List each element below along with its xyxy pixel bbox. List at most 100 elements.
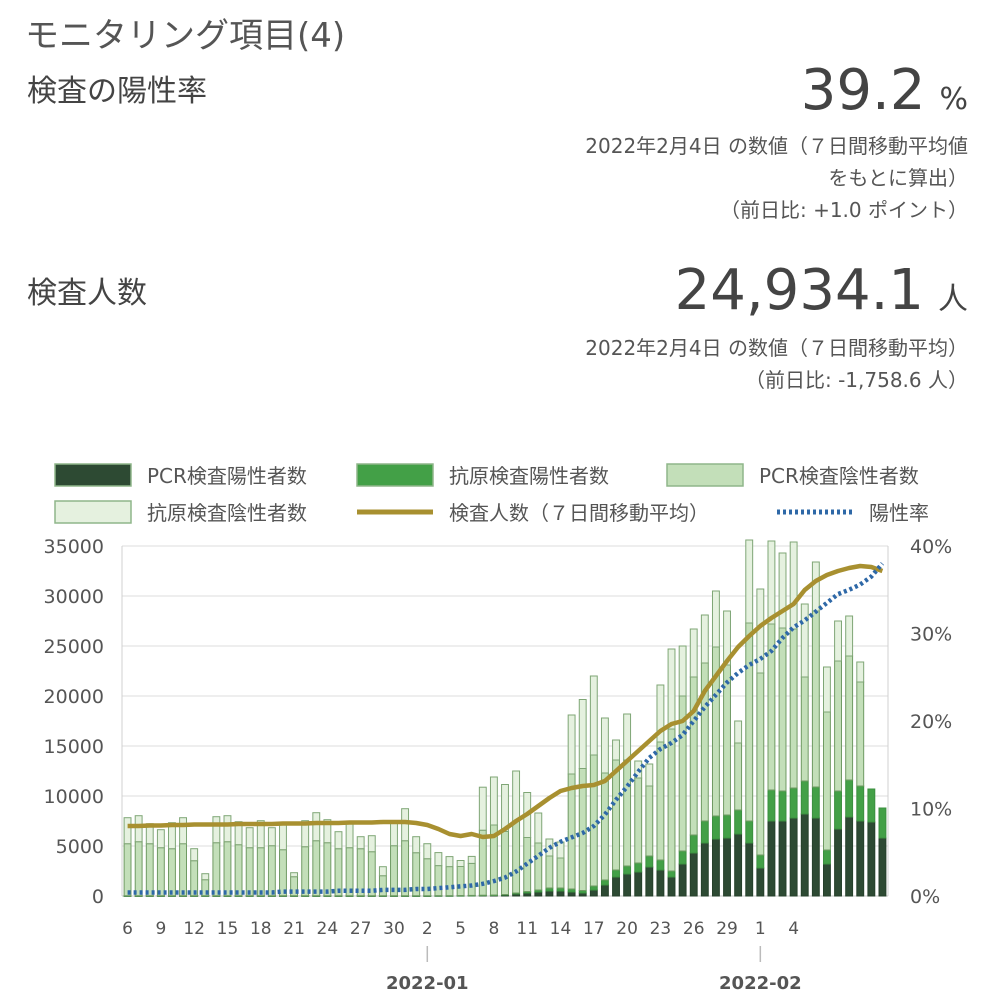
bar-segment bbox=[800, 780, 809, 815]
bar-segment bbox=[745, 622, 754, 822]
bar-segment bbox=[212, 842, 221, 897]
bar-segment bbox=[323, 842, 332, 897]
y-left-tick-label: 10000 bbox=[44, 786, 104, 808]
bar-segment bbox=[745, 842, 754, 897]
bar-segment bbox=[567, 891, 576, 897]
y-left-tick-label: 15000 bbox=[44, 736, 104, 758]
bar-segment bbox=[656, 859, 665, 871]
legend-item[interactable]: PCR検査陰性者数 bbox=[666, 463, 919, 488]
tests-note-line: （前日比: -1,758.6 人） bbox=[744, 368, 968, 392]
x-tick-label: 6 bbox=[122, 919, 133, 939]
bar-segment bbox=[811, 561, 820, 612]
bar-segment bbox=[734, 720, 743, 744]
bar-segment bbox=[823, 666, 831, 713]
bar-segment bbox=[478, 786, 487, 831]
bar-segment bbox=[378, 875, 387, 897]
bar-segment bbox=[545, 890, 554, 897]
bar-segment bbox=[811, 786, 820, 819]
positivity-note-line: 2022年2月4日 の数値（７日間移動平均値 bbox=[585, 134, 968, 158]
legend-item[interactable]: 検査人数（７日間移動平均） bbox=[357, 501, 709, 525]
bar-segment bbox=[667, 728, 676, 872]
bar-segment bbox=[789, 817, 798, 897]
x-tick-label: 21 bbox=[283, 919, 305, 939]
legend-item[interactable]: 陽性率 bbox=[777, 501, 929, 525]
bar-segment bbox=[689, 628, 698, 678]
bar-segment bbox=[856, 661, 865, 683]
tests-note: 2022年2月4日 の数値（７日間移動平均） （前日比: -1,758.6 人） bbox=[585, 332, 968, 396]
bar-segment bbox=[367, 835, 376, 853]
bar-segment bbox=[711, 838, 720, 897]
bar-segment bbox=[700, 820, 709, 844]
bar-segment bbox=[811, 817, 820, 897]
bar-segment bbox=[767, 540, 776, 625]
x-tick-label: 12 bbox=[183, 919, 205, 939]
page-title: モニタリング項目(4) bbox=[25, 16, 346, 56]
bar-segment bbox=[434, 852, 443, 867]
bar-segment bbox=[223, 815, 232, 843]
bar-segment bbox=[378, 866, 387, 877]
x-tick-label: 2 bbox=[422, 919, 433, 939]
bar-segment bbox=[656, 741, 665, 861]
bar-segment bbox=[878, 807, 887, 839]
legend-label: 検査人数（７日間移動平均） bbox=[449, 501, 709, 525]
bar-segment bbox=[312, 840, 321, 897]
bar-segment bbox=[201, 873, 210, 881]
bar-segment bbox=[623, 759, 632, 867]
bar-segment bbox=[290, 872, 299, 878]
bar-segment bbox=[456, 860, 465, 867]
bar-segment bbox=[834, 828, 842, 897]
legend-swatch bbox=[54, 500, 132, 524]
bar-segment bbox=[623, 873, 632, 897]
bar-segment bbox=[501, 784, 509, 832]
bar-segment bbox=[645, 763, 654, 787]
bar-segment bbox=[512, 820, 521, 894]
bar-segment bbox=[545, 855, 554, 889]
x-tick-label: 23 bbox=[650, 919, 672, 939]
bar-segment bbox=[423, 843, 432, 860]
bar-segment bbox=[279, 849, 287, 897]
legend-swatch bbox=[666, 463, 744, 487]
y-right-tick-label: 20% bbox=[910, 711, 952, 733]
bar-segment bbox=[867, 788, 876, 823]
bar-segment bbox=[301, 820, 310, 848]
bar-segment bbox=[723, 814, 731, 839]
legend-item[interactable]: 抗原検査陰性者数 bbox=[54, 500, 307, 525]
bar-segment bbox=[856, 681, 865, 787]
bar-segment bbox=[800, 603, 809, 678]
x-tick-label: 27 bbox=[350, 919, 372, 939]
bar-segment bbox=[811, 610, 820, 788]
bar-segment bbox=[612, 869, 620, 878]
bar-segment bbox=[645, 866, 654, 897]
bar-segment bbox=[845, 816, 854, 897]
legend-swatch bbox=[356, 463, 434, 487]
bar-segment bbox=[179, 843, 187, 897]
bar-segment bbox=[256, 847, 265, 897]
y-left-tick-label: 0 bbox=[92, 886, 104, 908]
bar-segment bbox=[634, 862, 643, 873]
legend-item[interactable]: 抗原検査陽性者数 bbox=[356, 463, 609, 488]
x-tick-label: 9 bbox=[155, 919, 166, 939]
bar-segment bbox=[778, 552, 787, 629]
bar-segment bbox=[345, 847, 354, 897]
bar-segment bbox=[678, 863, 687, 897]
bar-segment bbox=[301, 846, 310, 897]
bar-segment bbox=[467, 862, 476, 896]
bar-segment bbox=[501, 831, 509, 895]
legend-item[interactable]: PCR検査陽性者数 bbox=[54, 463, 307, 488]
bar-segment bbox=[467, 855, 476, 864]
x-tick-label: 8 bbox=[488, 919, 499, 939]
bar-segment bbox=[312, 812, 321, 842]
month-label: 2022-01 bbox=[386, 973, 469, 994]
bar-segment bbox=[345, 822, 354, 849]
positivity-value: 39.2% bbox=[801, 58, 968, 123]
bar-segment bbox=[856, 785, 865, 822]
bar-segment bbox=[789, 628, 798, 789]
bar-segment bbox=[711, 590, 720, 648]
bar-segment bbox=[756, 854, 765, 869]
x-tick-label: 15 bbox=[217, 919, 239, 939]
bar-segment bbox=[589, 675, 598, 756]
bar-segment bbox=[612, 876, 620, 897]
bar-segment bbox=[789, 787, 798, 819]
